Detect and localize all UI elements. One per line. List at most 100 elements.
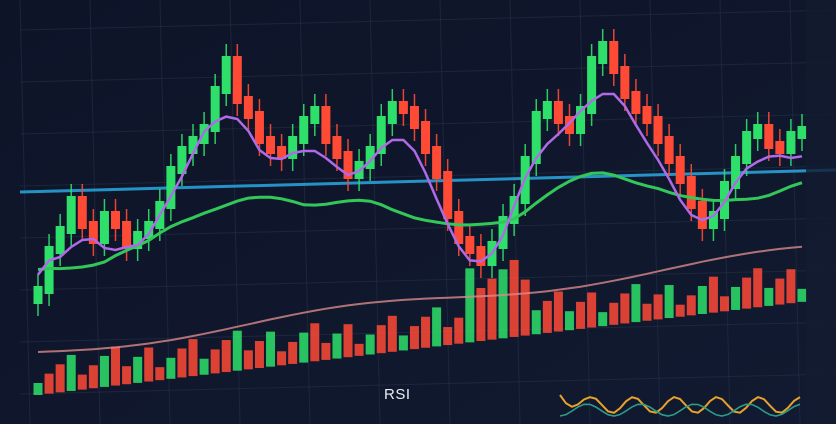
volume-bar: [542, 300, 552, 333]
candle-body: [564, 116, 574, 134]
volume-bar: [144, 347, 154, 382]
candle-body: [254, 111, 264, 144]
volume-bar: [88, 365, 98, 389]
candle-body: [166, 166, 176, 209]
volume-bar: [531, 310, 541, 335]
volume-bar: [122, 366, 132, 385]
volume-bar: [332, 333, 342, 359]
candle-body: [775, 141, 785, 154]
candle-body: [731, 156, 741, 189]
volume-bar: [254, 341, 264, 368]
volume-bar: [553, 291, 563, 332]
candle-body: [398, 101, 408, 114]
candle-body: [243, 96, 253, 119]
candle-body: [797, 126, 807, 139]
volume-bar: [454, 317, 464, 344]
volume-bar: [210, 349, 220, 374]
candle-body: [122, 221, 132, 249]
volume-bar: [653, 294, 663, 320]
volume-bars: [33, 259, 807, 395]
volume-bar: [288, 341, 298, 364]
candle-body: [210, 86, 220, 132]
volume-bar: [443, 327, 453, 346]
volume-bar: [55, 364, 65, 393]
volume-bar: [753, 268, 763, 308]
candle-body: [697, 201, 707, 229]
candle-body: [509, 196, 519, 224]
volume-bar: [266, 331, 276, 367]
candle-body: [653, 116, 663, 144]
candle-body: [310, 106, 320, 124]
candle-body: [598, 41, 608, 64]
volume-bar: [33, 383, 43, 395]
candle-body: [133, 231, 143, 249]
candle-body: [454, 211, 464, 244]
volume-bar: [675, 304, 685, 317]
candle-body: [675, 156, 685, 184]
candle-body: [111, 211, 121, 229]
candle-body: [764, 124, 774, 149]
candle-body: [177, 146, 187, 174]
volume-bar: [177, 348, 187, 378]
volume-bar: [642, 303, 652, 321]
volume-bar: [188, 339, 198, 377]
candle-body: [221, 56, 231, 94]
candle-body: [376, 116, 386, 154]
candle-body: [465, 236, 475, 254]
candle-body: [144, 221, 154, 239]
candle-body: [542, 101, 552, 119]
volume-bar: [509, 259, 519, 337]
volume-bar: [708, 276, 718, 313]
candle-body: [531, 111, 541, 164]
candle-body: [232, 56, 242, 104]
candle-body: [365, 146, 375, 169]
volume-bar: [199, 358, 209, 375]
volume-bar: [221, 340, 231, 373]
candle-body: [786, 131, 796, 154]
volume-bar: [343, 324, 353, 358]
ma-long-line: [37, 245, 803, 353]
volume-bar: [310, 323, 320, 362]
volume-bar: [697, 286, 707, 314]
candle-body: [77, 196, 87, 229]
volume-bar: [620, 293, 630, 324]
volume-bar: [786, 269, 796, 304]
volume-bar: [44, 373, 54, 394]
right-price-axis[interactable]: [806, 0, 836, 424]
candle-body: [587, 56, 597, 114]
volume-bar: [797, 288, 807, 302]
volume-bar: [99, 355, 109, 387]
volume-bar: [487, 278, 497, 340]
volume-bar: [465, 268, 475, 343]
candle-body: [553, 101, 563, 124]
volume-bar: [232, 330, 242, 371]
volume-bar: [631, 284, 641, 323]
volume-bar: [354, 343, 364, 356]
volume-bar: [587, 292, 597, 328]
candle-body: [66, 196, 76, 234]
volume-bar: [299, 332, 309, 363]
candle-body: [631, 91, 641, 114]
ma-slow-line: [37, 171, 803, 272]
candle-body: [476, 246, 486, 266]
volume-bar: [387, 315, 397, 352]
volume-bar: [764, 287, 774, 306]
volume-bar: [742, 277, 752, 309]
volume-bar: [598, 312, 608, 327]
candle-body: [686, 176, 696, 209]
volume-bar: [243, 350, 253, 370]
volume-bar: [277, 351, 287, 366]
ma-fast-line: [37, 92, 803, 276]
candle-body: [288, 136, 298, 159]
volume-bar: [564, 311, 574, 331]
candle-body: [443, 171, 453, 219]
candle-body: [88, 221, 98, 244]
volume-bar: [66, 354, 76, 391]
candle-body: [33, 286, 43, 304]
volume-bar: [719, 296, 729, 312]
volume-bar: [398, 335, 408, 351]
volume-bar: [133, 356, 143, 383]
candle-body: [576, 106, 586, 134]
candle-body: [620, 66, 630, 99]
